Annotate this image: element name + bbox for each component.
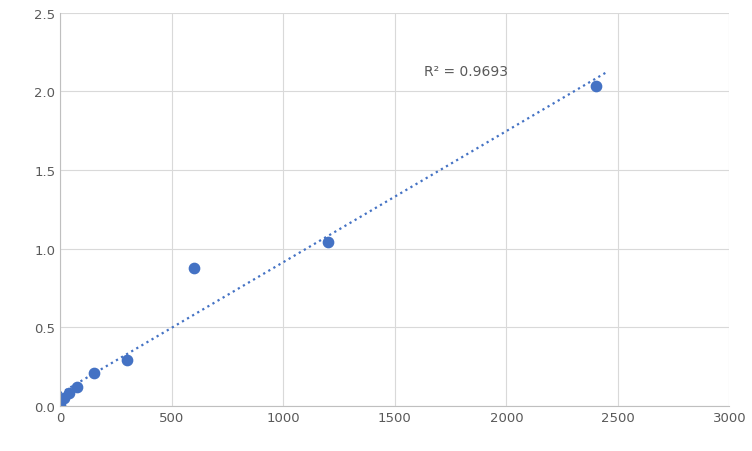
- Point: [59, 394, 71, 401]
- Point: [87, 370, 99, 377]
- Point: [62, 389, 74, 396]
- Point: [188, 265, 200, 272]
- Point: [71, 384, 83, 391]
- Point: [121, 357, 133, 364]
- Point: [54, 402, 66, 409]
- Text: R² = 0.9693: R² = 0.9693: [424, 64, 508, 78]
- Point: [590, 83, 602, 91]
- Point: [322, 239, 334, 246]
